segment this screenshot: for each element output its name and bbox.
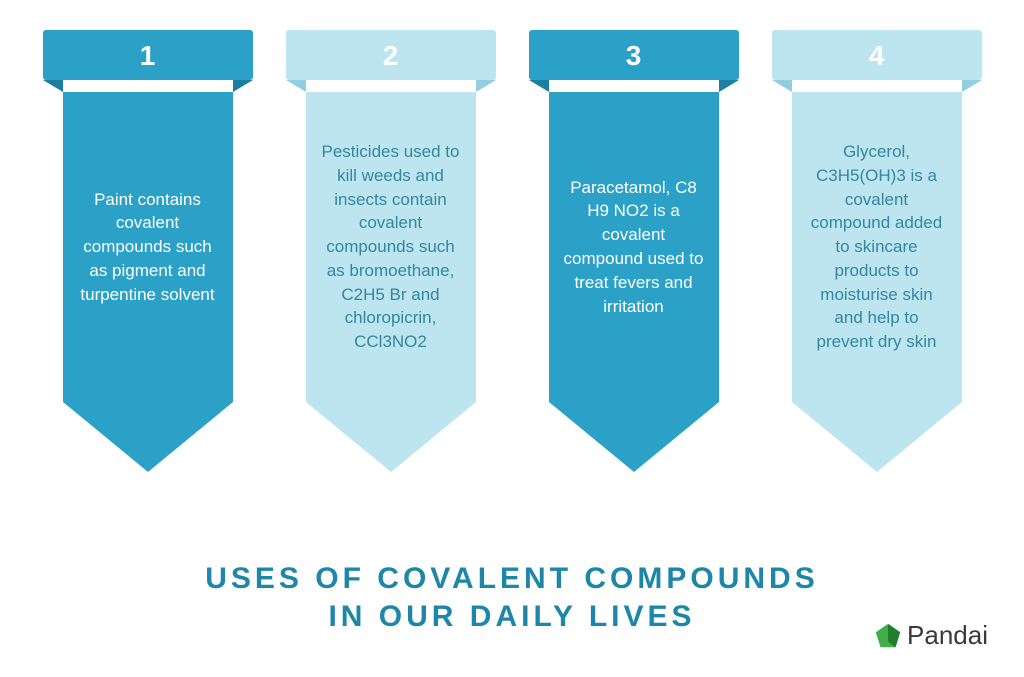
cap-fold-l xyxy=(529,80,549,92)
down-arrow-icon xyxy=(63,402,233,472)
title-line-2: IN OUR DAILY LIVES xyxy=(0,598,1024,636)
column-3-body: Paracetamol, C8 H9 NO2 is a covalent com… xyxy=(549,92,719,402)
columns-row: 1 Paint contains covalent compounds such… xyxy=(0,0,1024,472)
brand-text: Pandai xyxy=(907,620,988,651)
column-4-text: Glycerol, C3H5(OH)3 is a covalent compou… xyxy=(806,140,948,354)
column-2-number: 2 xyxy=(383,40,399,72)
down-arrow-icon xyxy=(306,402,476,472)
column-1-cap: 1 xyxy=(43,30,253,92)
column-3-number: 3 xyxy=(626,40,642,72)
column-2-text: Pesticides used to kill weeds and insect… xyxy=(320,140,462,354)
column-4-cap: 4 xyxy=(772,30,982,92)
down-arrow-icon xyxy=(549,402,719,472)
cap-fold-l xyxy=(772,80,792,92)
column-1-number: 1 xyxy=(140,40,156,72)
column-2-cap: 2 xyxy=(286,30,496,92)
title-line-1: USES OF COVALENT COMPOUNDS xyxy=(0,560,1024,598)
column-1-text: Paint contains covalent compounds such a… xyxy=(77,188,219,307)
cap-fold-l xyxy=(43,80,63,92)
brand: Pandai xyxy=(873,620,988,651)
column-1-body: Paint contains covalent compounds such a… xyxy=(63,92,233,402)
column-1: 1 Paint contains covalent compounds such… xyxy=(43,30,253,472)
page-title: USES OF COVALENT COMPOUNDS IN OUR DAILY … xyxy=(0,560,1024,635)
column-4-body: Glycerol, C3H5(OH)3 is a covalent compou… xyxy=(792,92,962,402)
column-4: 4 Glycerol, C3H5(OH)3 is a covalent comp… xyxy=(772,30,982,472)
brand-logo-icon xyxy=(873,621,903,651)
column-2: 2 Pesticides used to kill weeds and inse… xyxy=(286,30,496,472)
cap-fold-r xyxy=(233,80,253,92)
column-2-body: Pesticides used to kill weeds and insect… xyxy=(306,92,476,402)
column-4-number: 4 xyxy=(869,40,885,72)
column-3: 3 Paracetamol, C8 H9 NO2 is a covalent c… xyxy=(529,30,739,472)
cap-fold-r xyxy=(962,80,982,92)
cap-fold-l xyxy=(286,80,306,92)
cap-fold-r xyxy=(476,80,496,92)
down-arrow-icon xyxy=(792,402,962,472)
column-3-text: Paracetamol, C8 H9 NO2 is a covalent com… xyxy=(563,176,705,319)
column-3-cap: 3 xyxy=(529,30,739,92)
cap-fold-r xyxy=(719,80,739,92)
